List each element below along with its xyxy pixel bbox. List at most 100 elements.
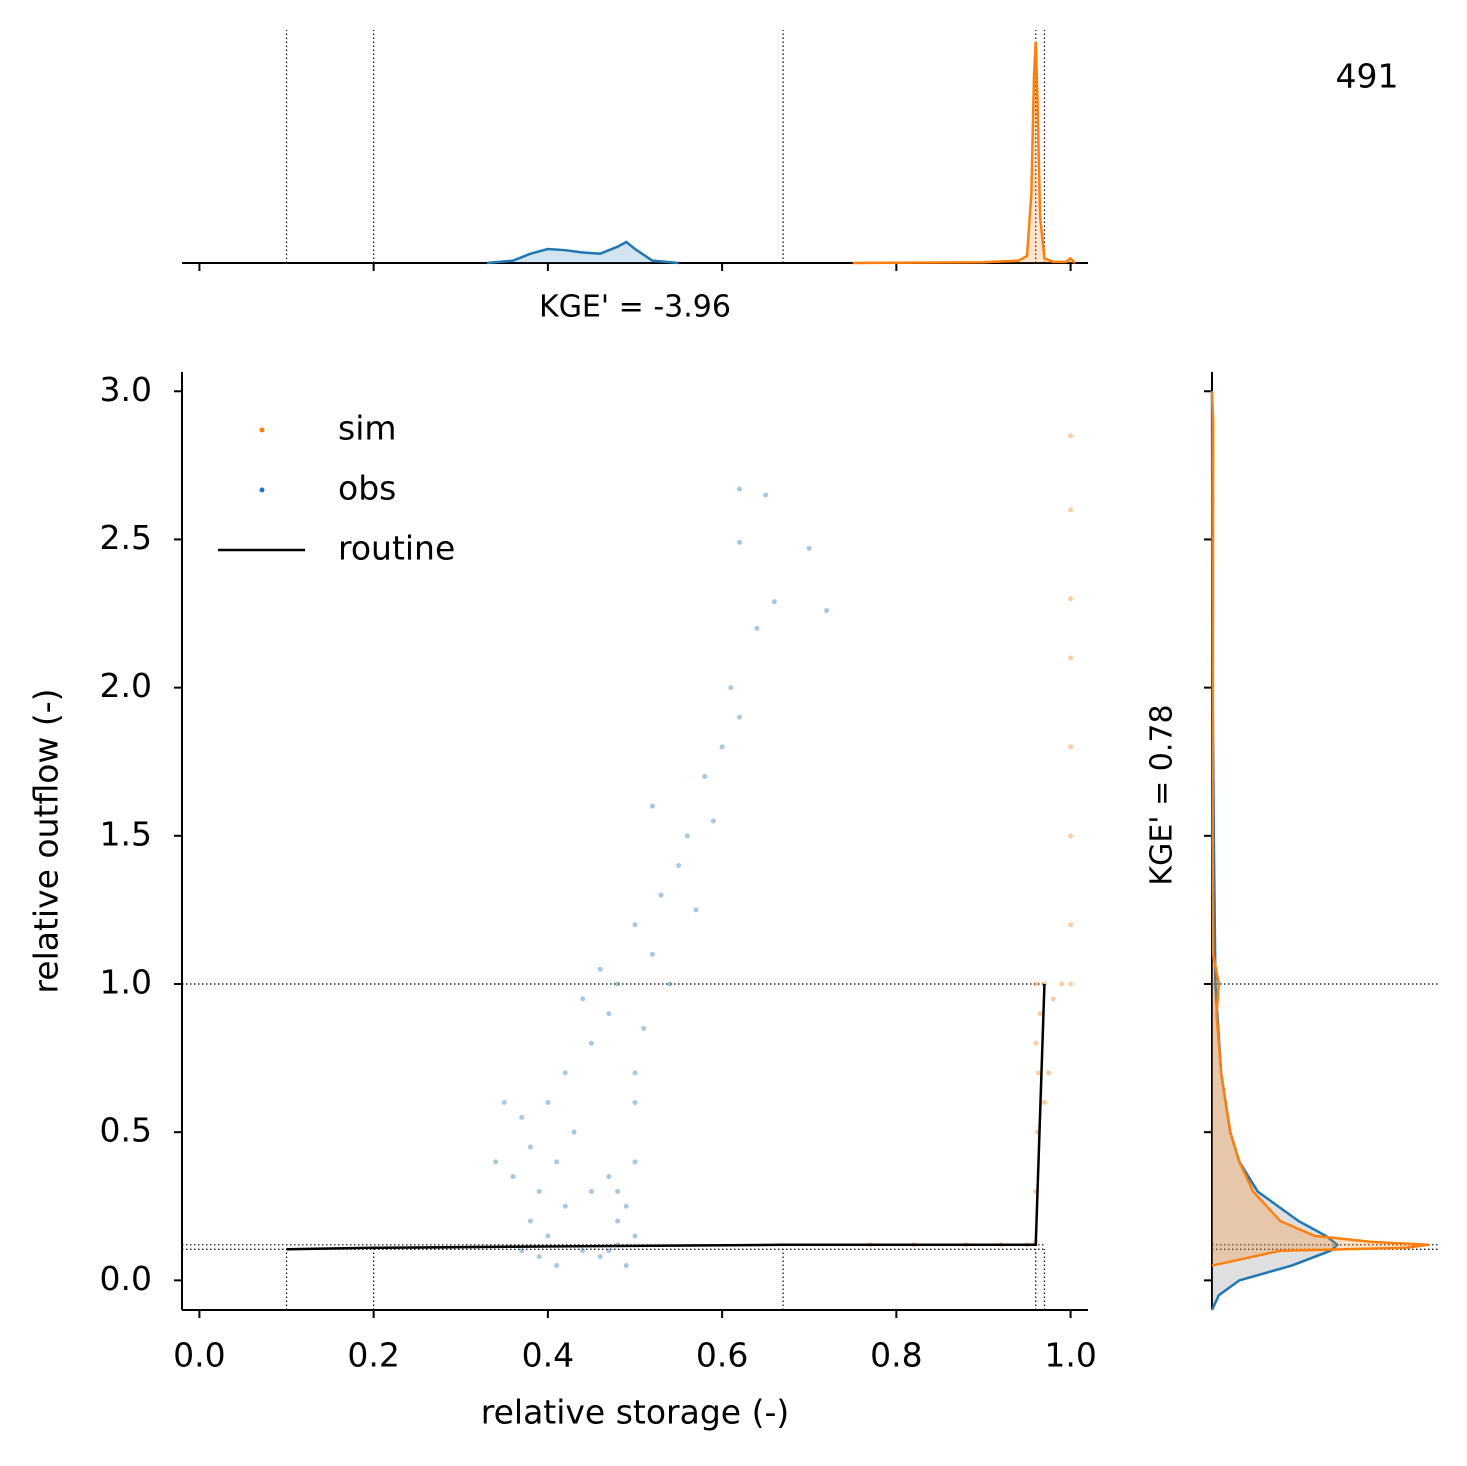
point [1059,981,1065,987]
point [737,486,743,492]
point [763,492,769,498]
x-tick-label: 0.0 [173,1336,225,1375]
point [519,1114,525,1120]
x-tick-label: 0.2 [347,1336,399,1375]
density-curve [486,240,679,265]
point [737,714,743,720]
x-tick-label: 0.6 [696,1336,748,1375]
density-curve [1210,391,1429,1267]
routine-line [286,983,1046,1251]
point [554,1263,560,1269]
point [580,1248,586,1254]
x-tick-label: 0.4 [522,1336,574,1375]
y-tick-label: 2.5 [100,518,152,557]
point [1046,1070,1052,1076]
point [737,539,743,545]
point [545,1100,551,1106]
legend-label: sim [338,409,397,448]
point [641,1025,647,1031]
point [571,1129,577,1135]
point [728,685,734,691]
point [527,1144,533,1150]
point [632,1070,638,1076]
point [588,1040,594,1046]
point [824,608,830,614]
point [615,1218,621,1224]
point [493,1159,499,1165]
point [1041,1100,1047,1106]
point [623,1263,629,1269]
point [806,545,812,551]
density-fill [1212,391,1338,1311]
point [536,1188,542,1194]
point [658,892,664,898]
point [676,862,682,868]
point [501,1100,507,1106]
legend-label: obs [338,469,396,508]
point [1037,1011,1043,1017]
point [562,1070,568,1076]
point [606,1248,612,1254]
kge-top: KGE' = -3.96 [539,290,731,325]
point [1068,833,1074,839]
y-tick-label: 3.0 [100,370,152,409]
point [545,1233,551,1239]
point [667,981,673,987]
density-curve [1210,391,1340,1311]
point [1033,1040,1039,1046]
x-tick-label: 1.0 [1044,1336,1096,1375]
panel-id: 491 [1336,57,1399,96]
point [606,1174,612,1180]
point [562,1203,568,1209]
y-tick-label: 0.0 [100,1259,152,1298]
point [519,1248,525,1254]
point [615,981,621,987]
point [693,907,699,913]
point [536,1254,542,1260]
point [632,1100,638,1106]
point [632,1233,638,1239]
y-axis-label: relative outflow (-) [27,688,66,993]
density-fill [1212,391,1429,1266]
point [615,1188,621,1194]
point [649,951,655,957]
point [606,1011,612,1017]
point [1033,981,1039,987]
y-tick-label: 1.5 [100,814,152,853]
legend-marker [259,427,265,433]
point [510,1174,516,1180]
point [710,818,716,824]
point [1068,433,1074,439]
point [580,996,586,1002]
point [597,966,603,972]
point [554,1159,560,1165]
point [1068,744,1074,750]
point [1050,996,1056,1002]
y-tick-label: 1.0 [100,962,152,1001]
point [588,1188,594,1194]
point [1068,655,1074,661]
kge-right: KGE' = 0.78 [1145,704,1180,885]
point [684,833,690,839]
point [623,1203,629,1209]
point [632,1159,638,1165]
y-tick-label: 0.5 [100,1111,152,1150]
point [632,922,638,928]
point [754,625,760,631]
point [1035,1070,1041,1076]
legend-marker [259,487,265,493]
point [771,599,777,605]
point [702,774,708,780]
point [719,744,725,750]
point [649,803,655,809]
density-curve [852,41,1076,265]
legend-label: routine [338,529,455,568]
point [1068,922,1074,928]
x-axis-label: relative storage (-) [481,1393,789,1432]
point [1068,596,1074,602]
point [597,1254,603,1260]
point [1068,981,1074,987]
x-tick-label: 0.8 [870,1336,922,1375]
y-tick-label: 2.0 [100,666,152,705]
